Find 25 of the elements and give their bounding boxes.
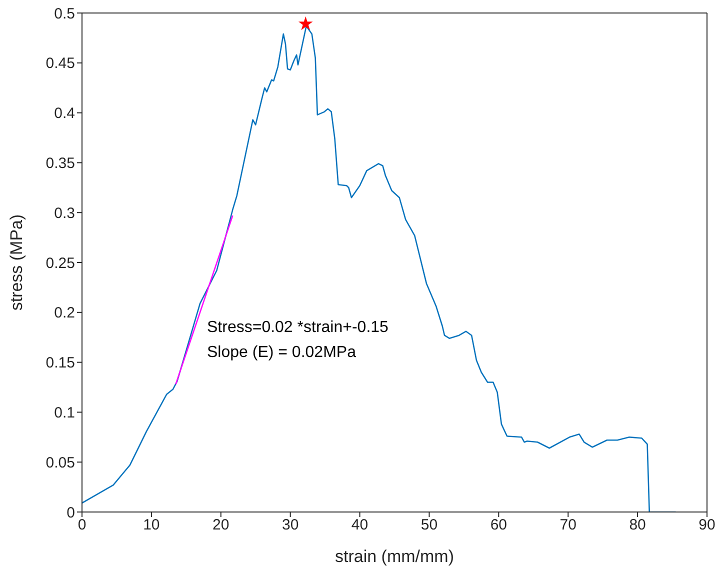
x-tick-label: 70 bbox=[560, 516, 576, 534]
y-tick-label: 0 bbox=[66, 504, 75, 522]
y-tick-label: 0.05 bbox=[46, 454, 75, 472]
x-tick-label: 30 bbox=[282, 516, 299, 534]
x-tick-label: 50 bbox=[420, 516, 438, 534]
y-tick-label: 0.45 bbox=[46, 55, 75, 72]
x-tick-label: 80 bbox=[629, 516, 646, 534]
x-tick-label: 40 bbox=[351, 516, 368, 534]
x-tick-label: 10 bbox=[143, 516, 160, 534]
y-tick-label: 0.2 bbox=[54, 304, 75, 322]
y-tick-label: 0.5 bbox=[54, 5, 75, 22]
x-tick-label: 0 bbox=[78, 516, 86, 534]
x-tick-label: 90 bbox=[698, 516, 716, 534]
annotation: Stress=0.02 *strain+-0.15 bbox=[207, 318, 388, 338]
x-axis-title: strain (mm/mm) bbox=[335, 547, 454, 566]
y-tick-label: 0.15 bbox=[46, 354, 75, 372]
y-tick-label: 0.3 bbox=[54, 204, 75, 222]
annotation: Slope (E) = 0.02MPa bbox=[207, 343, 357, 363]
y-tick-label: 0.35 bbox=[46, 155, 75, 172]
y-tick-label: 0.1 bbox=[54, 404, 75, 422]
y-tick-label: 0.4 bbox=[54, 105, 75, 122]
y-axis-title: stress (MPa) bbox=[7, 214, 26, 311]
y-tick-label: 0.25 bbox=[46, 254, 75, 272]
x-tick-label: 20 bbox=[212, 516, 230, 534]
x-tick-label: 60 bbox=[490, 516, 508, 534]
